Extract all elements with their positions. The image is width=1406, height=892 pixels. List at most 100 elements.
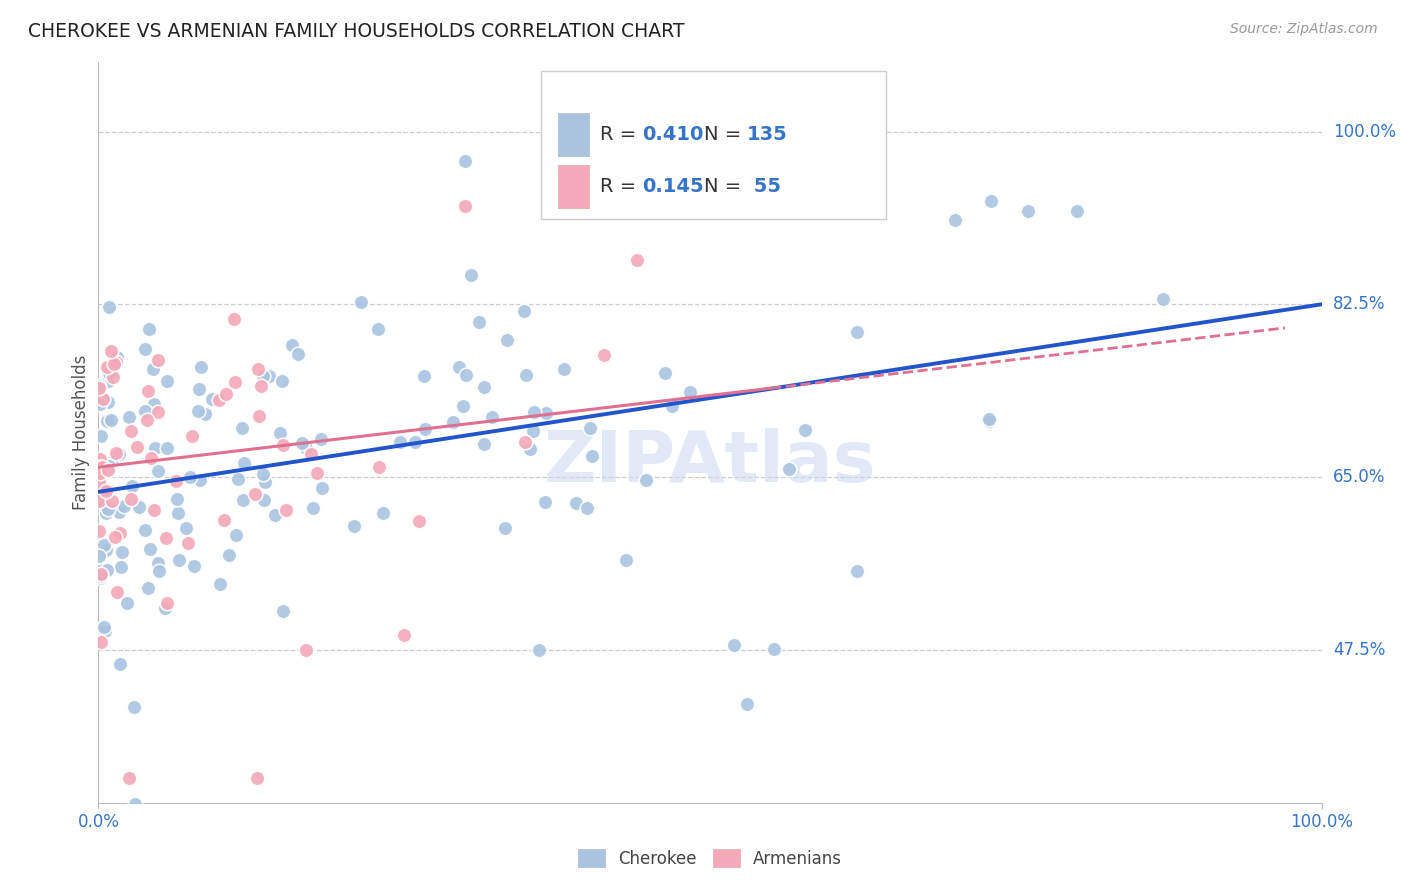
Text: 82.5%: 82.5% <box>1333 295 1385 313</box>
Point <box>96 374 118 388</box>
Point <box>274 502 297 516</box>
Point <box>105 584 128 599</box>
Point <box>231 421 253 435</box>
Point <box>534 495 557 509</box>
Point <box>735 697 758 711</box>
Point <box>165 475 187 489</box>
Point <box>153 601 176 615</box>
Point <box>222 312 245 326</box>
Point <box>103 357 125 371</box>
Point <box>295 642 318 657</box>
Point <box>661 400 683 414</box>
Point <box>1017 203 1039 218</box>
Point <box>108 657 131 672</box>
Point <box>209 577 232 591</box>
Point <box>97 501 120 516</box>
Point <box>194 407 217 421</box>
Point <box>252 492 274 507</box>
Point <box>350 295 373 310</box>
Point <box>146 464 169 478</box>
Point <box>188 382 211 396</box>
Point <box>412 369 434 384</box>
Point <box>139 450 162 465</box>
Point <box>215 387 238 401</box>
Point <box>176 535 198 549</box>
Point <box>270 374 292 388</box>
Point <box>112 499 135 513</box>
Point <box>89 460 111 475</box>
Point <box>89 379 111 393</box>
Point <box>214 513 236 527</box>
Point <box>89 397 111 411</box>
Point <box>190 360 212 375</box>
Point <box>295 441 318 455</box>
Point <box>100 454 122 468</box>
Text: ZIPAtlas: ZIPAtlas <box>544 428 876 497</box>
Point <box>581 450 603 464</box>
Point <box>247 409 270 423</box>
Point <box>101 370 124 384</box>
Point <box>87 549 110 564</box>
Point <box>180 429 202 443</box>
Point <box>307 466 329 480</box>
Point <box>287 347 309 361</box>
Point <box>90 460 112 475</box>
Text: 100.0%: 100.0% <box>1333 122 1396 141</box>
Point <box>139 542 162 557</box>
Text: 0.145: 0.145 <box>643 177 704 195</box>
Point <box>89 466 111 480</box>
Point <box>156 596 179 610</box>
Point <box>93 620 115 634</box>
Point <box>343 518 366 533</box>
Point <box>208 392 231 407</box>
Point <box>472 437 495 451</box>
Point <box>138 322 160 336</box>
Point <box>108 505 131 519</box>
Point <box>527 642 550 657</box>
Point <box>97 366 120 380</box>
Point <box>496 333 519 347</box>
Point <box>93 392 115 406</box>
Point <box>136 581 159 595</box>
Point <box>174 521 197 535</box>
Point <box>183 558 205 573</box>
Point <box>108 447 131 461</box>
Point <box>101 494 124 508</box>
Point <box>392 628 416 642</box>
Point <box>94 542 117 557</box>
Point <box>513 304 536 318</box>
Point <box>846 325 869 339</box>
Text: 65.0%: 65.0% <box>1333 468 1385 486</box>
Point <box>415 422 437 436</box>
Point <box>253 475 276 489</box>
Point <box>309 432 332 446</box>
Point <box>232 493 254 508</box>
Point <box>105 446 128 460</box>
Point <box>108 526 131 541</box>
Point <box>762 641 785 656</box>
Point <box>96 563 118 577</box>
Point <box>1152 292 1174 306</box>
Point <box>252 368 274 383</box>
Point <box>94 498 117 512</box>
Point <box>111 545 134 559</box>
Point <box>311 481 333 495</box>
Point <box>454 368 477 382</box>
Point <box>166 491 188 506</box>
Point <box>143 397 166 411</box>
Point <box>90 634 112 648</box>
Point <box>468 315 491 329</box>
Point <box>271 604 294 618</box>
Point <box>97 301 120 315</box>
Point <box>564 496 586 510</box>
Point <box>118 410 141 425</box>
Point <box>156 374 179 388</box>
Y-axis label: Family Households: Family Households <box>72 355 90 510</box>
Point <box>481 409 503 424</box>
Point <box>96 483 118 497</box>
Text: Source: ZipAtlas.com: Source: ZipAtlas.com <box>1230 22 1378 37</box>
Point <box>156 441 179 455</box>
Point <box>243 487 266 501</box>
Point <box>246 771 269 785</box>
Text: N =: N = <box>704 125 748 145</box>
